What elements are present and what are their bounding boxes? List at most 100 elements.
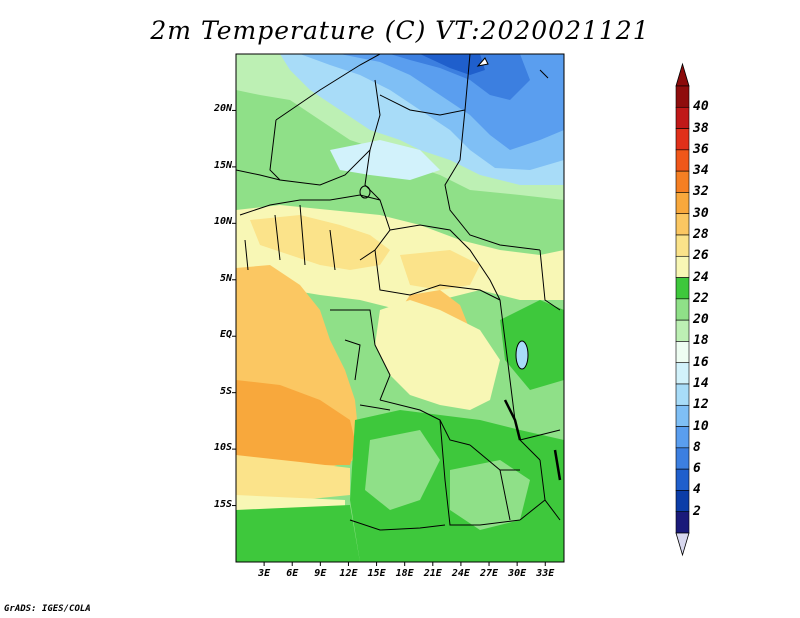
border-line bbox=[359, 404, 391, 411]
coast-red-sea bbox=[476, 57, 489, 67]
colorbar-segment bbox=[675, 149, 690, 172]
border-line bbox=[349, 519, 446, 531]
lon-label: 6E bbox=[286, 568, 299, 579]
colorbar-segment bbox=[675, 362, 690, 385]
colorbar-label: 36 bbox=[693, 141, 709, 157]
colorbar-label: 30 bbox=[693, 205, 709, 221]
lake-chad bbox=[359, 185, 371, 199]
field-zambia bbox=[450, 460, 530, 530]
lon-label: 18E bbox=[395, 568, 414, 579]
field-north-blue-4 bbox=[390, 54, 530, 100]
colorbar-segment bbox=[675, 341, 690, 364]
lat-label: 20N bbox=[213, 103, 232, 115]
colorbar-segment bbox=[675, 213, 690, 236]
colorbar-label: 10 bbox=[693, 418, 709, 434]
colorbar-segment bbox=[675, 298, 690, 321]
colorbar-segment bbox=[675, 426, 690, 449]
map-frame bbox=[235, 53, 565, 563]
field-warm-central bbox=[400, 250, 480, 290]
colorbar-segment bbox=[675, 106, 690, 129]
lon-label: 33E bbox=[536, 568, 555, 579]
border-line bbox=[539, 69, 549, 79]
colorbar-segment bbox=[675, 383, 690, 406]
colorbar-label: 8 bbox=[693, 439, 701, 455]
colorbar-label: 32 bbox=[693, 184, 709, 200]
lat-label: EQ bbox=[219, 329, 232, 341]
border-line bbox=[539, 249, 561, 311]
field-gulf bbox=[236, 300, 256, 330]
colorbar-label: 6 bbox=[693, 461, 701, 477]
field-sahel-pale bbox=[330, 140, 440, 180]
colorbar bbox=[675, 62, 690, 557]
border-line bbox=[439, 419, 521, 526]
border-line bbox=[359, 149, 391, 261]
lon-label: 3E bbox=[258, 568, 271, 579]
border-line bbox=[344, 339, 361, 381]
border-line bbox=[274, 214, 281, 261]
temperature-field bbox=[236, 54, 564, 562]
border-line bbox=[499, 299, 541, 461]
colorbar-segment bbox=[675, 404, 690, 427]
border-line bbox=[444, 109, 541, 251]
colorbar-segment bbox=[675, 128, 690, 151]
lake-tanganyika bbox=[503, 399, 522, 441]
colorbar-label: 14 bbox=[693, 376, 709, 391]
field-ocean-south-cool bbox=[236, 505, 360, 562]
field-congo-basin bbox=[375, 300, 500, 410]
colorbar-segment bbox=[675, 319, 690, 342]
border-line bbox=[519, 429, 561, 441]
colorbar-label: 18 bbox=[693, 333, 709, 349]
colorbar-segment bbox=[675, 468, 690, 491]
lon-label: 24E bbox=[451, 568, 470, 579]
country-borders bbox=[236, 54, 562, 531]
colorbar-label: 16 bbox=[693, 354, 709, 370]
colorbar-label: 24 bbox=[693, 269, 709, 285]
lat-label: 5S bbox=[219, 385, 232, 397]
colorbar-label: 4 bbox=[693, 482, 701, 498]
colorbar-label: 40 bbox=[693, 99, 709, 115]
colorbar-label: 2 bbox=[693, 503, 701, 519]
border-line bbox=[236, 169, 281, 181]
colorbar-label: 26 bbox=[693, 248, 709, 264]
lat-label: 5N bbox=[219, 272, 232, 284]
lat-label: 10S bbox=[213, 442, 232, 454]
border-line bbox=[374, 249, 501, 301]
colorbar-segment bbox=[675, 170, 690, 193]
colorbar-label: 20 bbox=[693, 312, 709, 328]
colorbar-segment bbox=[675, 234, 690, 257]
lon-label: 12E bbox=[339, 568, 358, 579]
colorbar-label: 12 bbox=[693, 397, 709, 413]
field-warm-west bbox=[250, 215, 390, 270]
colorbar-segment bbox=[675, 277, 690, 300]
field-ocean-hot bbox=[236, 380, 356, 465]
lake-malawi bbox=[553, 449, 562, 481]
border-line bbox=[379, 54, 471, 116]
border-line bbox=[499, 469, 511, 521]
credit-text: GrADS: IGES/COLA bbox=[4, 604, 91, 614]
colorbar-over-arrow bbox=[675, 62, 690, 87]
axis-ticks bbox=[232, 109, 546, 566]
border-line bbox=[269, 79, 381, 186]
lat-label: 10N bbox=[213, 216, 232, 228]
border-line bbox=[389, 224, 501, 301]
colorbar-label: 22 bbox=[693, 290, 709, 306]
field-ocean-south-1 bbox=[236, 455, 350, 500]
lat-label: 15S bbox=[213, 498, 232, 510]
colorbar-segment bbox=[675, 447, 690, 470]
colorbar-segment bbox=[675, 192, 690, 215]
lon-label: 15E bbox=[367, 568, 386, 579]
chart-title: 2m Temperature (C) VT:2020021121 bbox=[150, 16, 650, 45]
colorbar-segment bbox=[675, 490, 690, 513]
lake-victoria bbox=[515, 340, 529, 370]
field-east-highlands bbox=[500, 300, 564, 390]
lon-label: 27E bbox=[479, 568, 499, 579]
border-line bbox=[275, 54, 381, 121]
colorbar-label: 28 bbox=[693, 227, 709, 242]
border-line bbox=[519, 499, 546, 521]
border-line bbox=[239, 194, 381, 216]
colorbar-under-arrow bbox=[675, 532, 690, 557]
field-angola-highland bbox=[365, 430, 440, 510]
border-line bbox=[329, 229, 336, 271]
border-line bbox=[244, 239, 249, 271]
